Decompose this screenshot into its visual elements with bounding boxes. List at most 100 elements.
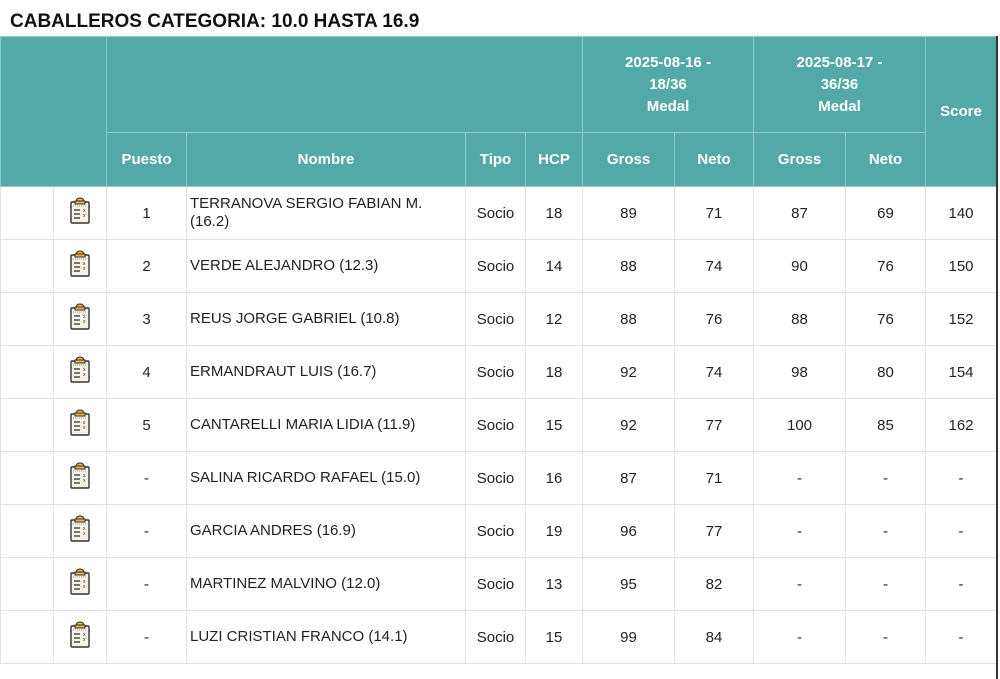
cell-hcp: 12 bbox=[525, 292, 583, 346]
cell-nombre[interactable]: SALINA RICARDO RAFAEL (15.0) bbox=[186, 451, 466, 505]
cell-hcp: 16 bbox=[525, 451, 583, 505]
cell-score: 140 bbox=[925, 186, 997, 240]
cell-gross1: 96 bbox=[582, 504, 675, 558]
cell-puesto: - bbox=[106, 557, 187, 611]
cell-nombre[interactable]: CANTARELLI MARIA LIDIA (11.9) bbox=[186, 398, 466, 452]
cell-hcp: 14 bbox=[525, 239, 583, 293]
header-round-1: 2025-08-16 -18/36 Medal bbox=[582, 36, 754, 133]
cell-tipo: Socio bbox=[465, 451, 526, 505]
svg-text:x: x bbox=[83, 372, 86, 378]
cell-neto1: 82 bbox=[674, 557, 754, 611]
header-neto-2[interactable]: Neto bbox=[845, 132, 926, 187]
cell-neto1: 76 bbox=[674, 292, 754, 346]
header-hcp[interactable]: HCP bbox=[525, 132, 583, 187]
cell-gross2: 87 bbox=[753, 186, 846, 240]
cell-neto1: 77 bbox=[674, 398, 754, 452]
cell-score: 154 bbox=[925, 345, 997, 399]
cell-puesto: - bbox=[106, 451, 187, 505]
cell-neto2: 85 bbox=[845, 398, 926, 452]
cell-hcp: 15 bbox=[525, 610, 583, 664]
cell-nombre[interactable]: REUS JORGE GABRIEL (10.8) bbox=[186, 292, 466, 346]
row-blank bbox=[0, 557, 54, 611]
row-blank bbox=[0, 398, 54, 452]
cell-nombre[interactable]: TERRANOVA SERGIO FABIAN M. (16.2) bbox=[186, 186, 466, 240]
cell-neto2: 76 bbox=[845, 239, 926, 293]
cell-score: 162 bbox=[925, 398, 997, 452]
cell-hcp: 18 bbox=[525, 345, 583, 399]
svg-text:x: x bbox=[83, 579, 86, 585]
row-blank bbox=[0, 451, 54, 505]
cell-nombre[interactable]: GARCIA ANDRES (16.9) bbox=[186, 504, 466, 558]
header-neto-1[interactable]: Neto bbox=[674, 132, 754, 187]
svg-text:x: x bbox=[83, 473, 86, 479]
header-score[interactable]: Score bbox=[925, 36, 997, 187]
cell-nombre[interactable]: VERDE ALEJANDRO (12.3) bbox=[186, 239, 466, 293]
cell-nombre[interactable]: MARTINEZ MALVINO (12.0) bbox=[186, 557, 466, 611]
cell-puesto: 1 bbox=[106, 186, 187, 240]
svg-text:x: x bbox=[83, 367, 86, 373]
table-row: x x - GARCIA ANDRES (16.9) Socio 19 96 77- - - bbox=[0, 504, 997, 558]
cell-gross1: 89 bbox=[582, 186, 675, 240]
cell-neto2: - bbox=[845, 451, 926, 505]
cell-gross2: - bbox=[753, 557, 846, 611]
table-row: x x - MARTINEZ MALVINO (12.0) Socio 13 95 82- - - bbox=[0, 557, 997, 611]
table-row: x x 4 ERMANDRAUT LUIS (16.7) Socio 18 92 74 98 80… bbox=[0, 345, 997, 399]
header-gross-2[interactable]: Gross bbox=[753, 132, 846, 187]
cell-nombre[interactable]: LUZI CRISTIAN FRANCO (14.1) bbox=[186, 610, 466, 664]
cell-neto2: 80 bbox=[845, 345, 926, 399]
cell-hcp: 13 bbox=[525, 557, 583, 611]
table-row: x x - LUZI CRISTIAN FRANCO (14.1) Socio 15 99 8… bbox=[0, 610, 997, 664]
cell-puesto: 5 bbox=[106, 398, 187, 452]
svg-text:x: x bbox=[83, 261, 86, 267]
header-round-2: 2025-08-17 -36/36 Medal bbox=[753, 36, 926, 133]
header-gross-1[interactable]: Gross bbox=[582, 132, 675, 187]
row-blank bbox=[0, 504, 54, 558]
cell-neto2: - bbox=[845, 610, 926, 664]
cell-puesto: - bbox=[106, 504, 187, 558]
cell-neto1: 71 bbox=[674, 186, 754, 240]
cell-neto2: - bbox=[845, 557, 926, 611]
right-border bbox=[996, 36, 998, 679]
svg-text:x: x bbox=[83, 637, 86, 643]
cell-tipo: Socio bbox=[465, 557, 526, 611]
row-blank bbox=[0, 292, 54, 346]
table-row: x x 5 CANTARELLI MARIA LIDIA (11.9) Socio 15 9… bbox=[0, 398, 997, 452]
cell-nombre[interactable]: ERMANDRAUT LUIS (16.7) bbox=[186, 345, 466, 399]
cell-puesto: - bbox=[106, 610, 187, 664]
cell-neto1: 74 bbox=[674, 345, 754, 399]
cell-gross1: 99 bbox=[582, 610, 675, 664]
header-nombre[interactable]: Nombre bbox=[186, 132, 466, 187]
cell-score: 152 bbox=[925, 292, 997, 346]
header-puesto[interactable]: Puesto bbox=[106, 132, 187, 187]
cell-gross1: 88 bbox=[582, 292, 675, 346]
cell-score: 150 bbox=[925, 239, 997, 293]
cell-neto2: 69 bbox=[845, 186, 926, 240]
cell-tipo: Socio bbox=[465, 292, 526, 346]
header-tipo[interactable]: Tipo bbox=[465, 132, 526, 187]
cell-score: - bbox=[925, 610, 997, 664]
table-row: x x 2 VERDE ALEJANDRO (12.3) Socio 14 88 74 90 76… bbox=[0, 239, 997, 293]
cell-gross1: 88 bbox=[582, 239, 675, 293]
svg-text:x: x bbox=[83, 584, 86, 590]
svg-text:x: x bbox=[83, 420, 86, 426]
cell-hcp: 19 bbox=[525, 504, 583, 558]
cell-neto1: 77 bbox=[674, 504, 754, 558]
